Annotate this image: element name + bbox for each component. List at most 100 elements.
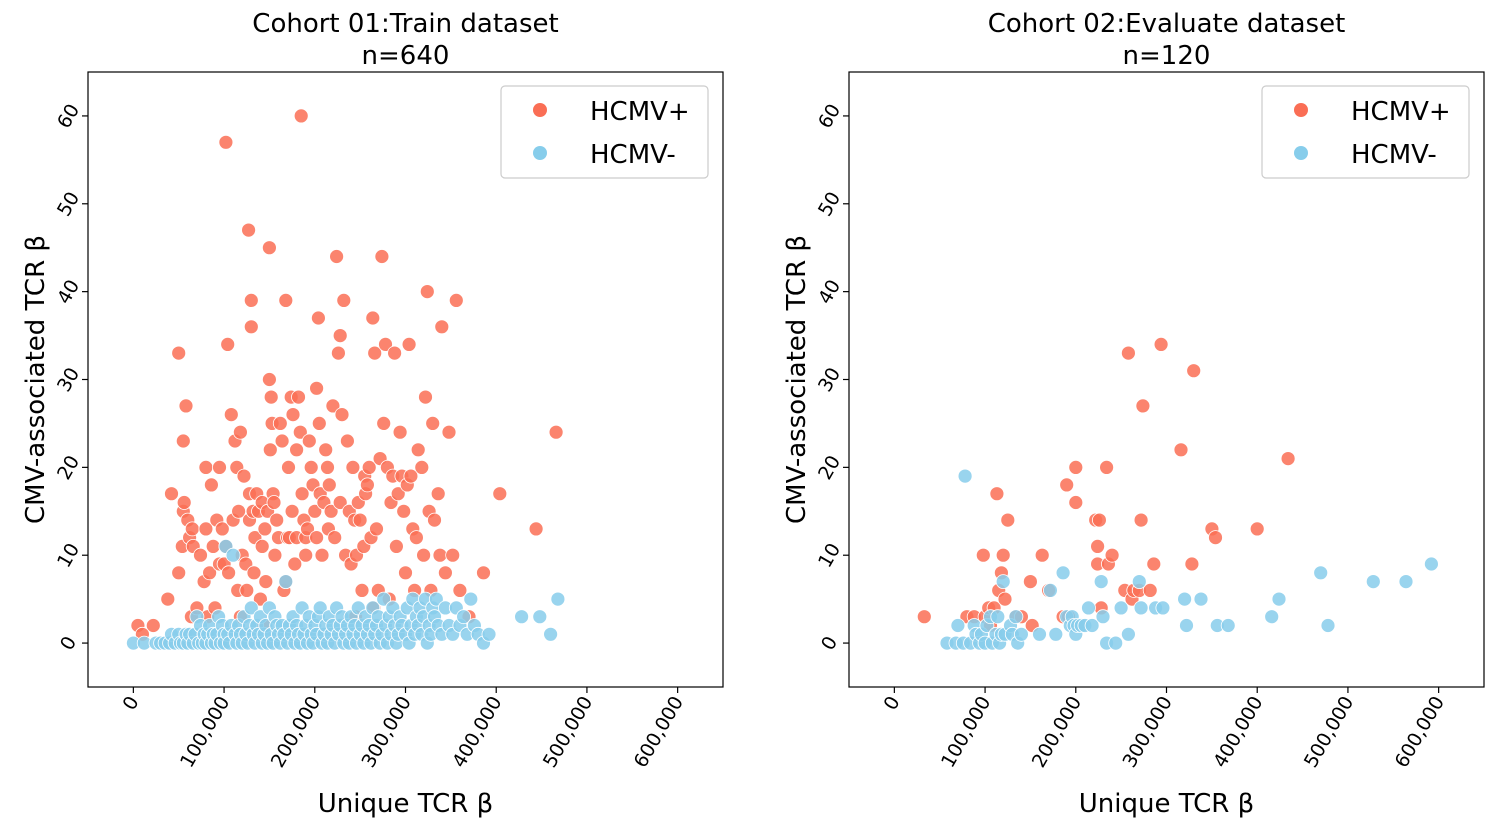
data-point-hcmv-pos (246, 565, 262, 581)
data-point-hcmv-neg (1131, 574, 1147, 589)
data-point-hcmv-pos (221, 565, 237, 581)
x-tick-label: 400,000 (448, 693, 506, 772)
axis-ticks: 0 100,000 200,000 300,000 400,000 500,000 600,… (53, 100, 688, 771)
data-point-hcmv-pos (416, 547, 432, 563)
plot-frame (848, 71, 1485, 688)
data-point-hcmv-pos (352, 512, 368, 528)
data-point-hcmv-pos (267, 547, 283, 563)
data-point-hcmv-pos (995, 547, 1011, 563)
data-point-hcmv-pos (437, 565, 453, 581)
data-point-hcmv-pos (448, 292, 464, 308)
data-point-hcmv-pos (298, 547, 314, 563)
data-point-hcmv-neg (376, 591, 392, 607)
legend-box (1261, 85, 1470, 179)
plot-frame (87, 71, 724, 688)
data-point-hcmv-neg (995, 574, 1011, 589)
data-point-hcmv-neg (1081, 600, 1096, 616)
data-point-hcmv-pos (262, 442, 278, 458)
data-point-hcmv-pos (1090, 539, 1105, 554)
data-point-hcmv-neg (456, 609, 472, 625)
data-point-hcmv-neg (1093, 574, 1109, 589)
data-point-hcmv-neg (1271, 591, 1287, 607)
data-point-hcmv-pos (243, 319, 259, 335)
y-tick-label: 40 (814, 276, 845, 308)
y-tick-label: 20 (814, 452, 845, 484)
data-point-hcmv-neg (1177, 591, 1192, 607)
data-point-hcmv-pos (354, 583, 370, 598)
legend-box (500, 85, 709, 179)
y-tick-label: 30 (814, 364, 845, 396)
data-point-hcmv-pos (332, 328, 348, 344)
data-point-hcmv-pos (392, 424, 408, 440)
y-tick-label: 0 (817, 633, 842, 654)
data-point-hcmv-pos (1133, 512, 1149, 528)
y-axis-label: CMV-associated TCR β (21, 235, 51, 524)
chart-panel-train: Cohort 01:Train dataset n=640 Unique TCR… (21, 9, 724, 819)
data-point-hcmv-pos (301, 433, 317, 449)
y-tick-label: 0 (56, 633, 81, 654)
x-axis-label: Unique TCR β (318, 789, 493, 819)
data-point-hcmv-pos (445, 547, 461, 563)
data-point-hcmv-pos (492, 486, 508, 502)
x-tick-label: 200,000 (267, 693, 325, 772)
data-point-hcmv-pos (1099, 459, 1114, 475)
data-point-hcmv-pos (359, 477, 375, 493)
data-point-hcmv-pos (325, 398, 341, 414)
data-point-hcmv-pos (321, 477, 337, 493)
legend-label-hcmv-neg: HCMV- (1351, 140, 1437, 170)
data-point-hcmv-pos (323, 503, 339, 519)
data-point-hcmv-neg (312, 600, 328, 616)
data-point-hcmv-pos (310, 310, 326, 326)
x-tick-label: 500,000 (1300, 693, 1358, 772)
legend-marker-hcmv-pos (1294, 103, 1308, 117)
data-point-hcmv-neg (1055, 565, 1071, 581)
data-point-hcmv-pos (241, 222, 257, 238)
data-point-hcmv-pos (287, 556, 303, 572)
data-point-hcmv-pos (332, 495, 348, 510)
data-point-hcmv-neg (990, 609, 1006, 625)
data-point-hcmv-neg (1365, 574, 1381, 589)
data-point-hcmv-pos (1280, 451, 1296, 467)
data-point-hcmv-pos (258, 574, 274, 589)
data-point-hcmv-pos (263, 389, 279, 405)
data-point-hcmv-pos (198, 521, 214, 537)
data-point-hcmv-pos (548, 424, 564, 440)
data-point-hcmv-neg (550, 591, 566, 607)
data-point-hcmv-pos (975, 547, 991, 563)
x-tick-label: 0 (119, 693, 144, 714)
data-point-hcmv-pos (311, 415, 327, 431)
data-point-hcmv-pos (1059, 477, 1075, 493)
y-tick-label: 30 (53, 364, 84, 396)
scatter-points (125, 108, 566, 651)
data-point-hcmv-pos (1092, 512, 1107, 528)
data-point-hcmv-pos (252, 591, 268, 607)
data-point-hcmv-pos (1068, 459, 1084, 475)
data-point-hcmv-pos (145, 618, 161, 633)
legend-label-hcmv-pos: HCMV+ (1351, 97, 1451, 127)
y-axis-label: CMV-associated TCR β (782, 235, 812, 524)
chart-panel-evaluate: Cohort 02:Evaluate dataset n=120 Unique … (782, 9, 1485, 819)
legend-marker-hcmv-neg (1294, 146, 1308, 160)
data-point-hcmv-pos (403, 468, 419, 484)
data-point-hcmv-pos (291, 389, 306, 405)
y-tick-label: 40 (53, 276, 84, 308)
x-tick-label: 100,000 (937, 693, 995, 772)
data-point-hcmv-pos (1184, 556, 1200, 572)
data-point-hcmv-pos (203, 477, 219, 493)
data-point-hcmv-pos (419, 284, 435, 300)
data-point-hcmv-pos (528, 521, 544, 537)
data-point-hcmv-pos (266, 495, 282, 510)
data-point-hcmv-neg (1084, 618, 1100, 633)
x-tick-label: 100,000 (176, 693, 234, 772)
data-point-hcmv-neg (1043, 583, 1058, 598)
data-point-hcmv-pos (989, 486, 1005, 502)
legend: HCMV+ HCMV- (500, 85, 709, 179)
legend-marker-hcmv-neg (533, 146, 547, 160)
data-point-hcmv-pos (281, 459, 296, 475)
scatter-points (916, 336, 1439, 651)
x-tick-label: 600,000 (1391, 693, 1449, 772)
data-point-hcmv-neg (481, 626, 497, 642)
data-point-hcmv-pos (1208, 530, 1223, 545)
data-point-hcmv-pos (176, 495, 192, 510)
data-point-hcmv-pos (916, 609, 932, 625)
